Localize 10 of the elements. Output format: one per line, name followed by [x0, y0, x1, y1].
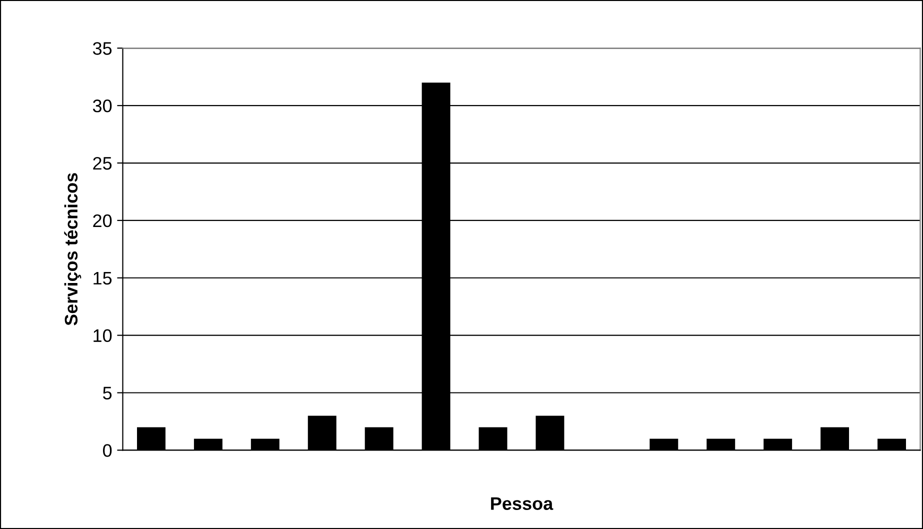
y-tick-label: 30: [92, 100, 112, 112]
y-tick-label: 0: [103, 444, 112, 457]
y-tick-label: 15: [94, 272, 112, 285]
y-tick-label: 10: [94, 329, 112, 342]
y-tick-label: 20: [93, 214, 112, 228]
y-tick-label: 35: [92, 42, 112, 55]
x-axis-title: Pessoa: [491, 497, 554, 510]
y-axis-title: Serviços técnicos: [64, 173, 82, 326]
y-tick-label: 5: [103, 386, 112, 400]
y-tick-label: 25: [93, 156, 112, 170]
